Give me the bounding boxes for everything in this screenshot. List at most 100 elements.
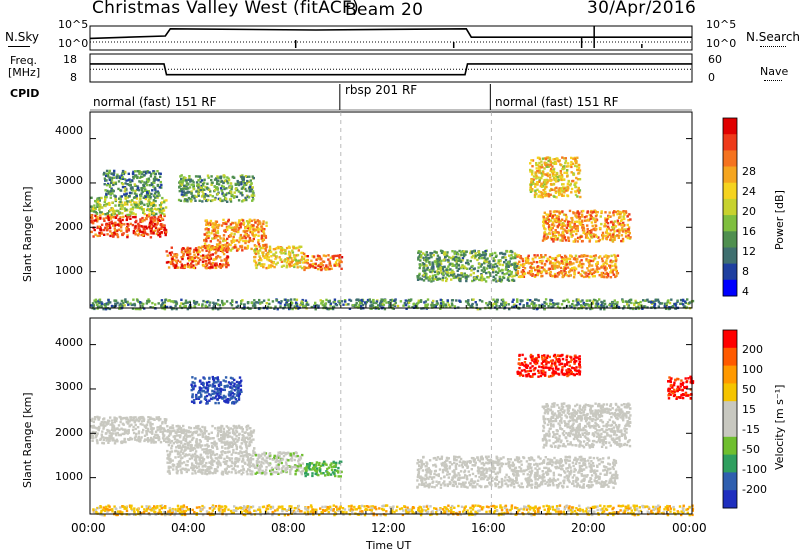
- range-cell: [129, 302, 132, 305]
- range-cell: [108, 221, 111, 224]
- range-cell: [240, 236, 244, 239]
- range-cell: [431, 252, 434, 255]
- range-cell: [626, 215, 629, 218]
- range-cell: [291, 259, 294, 262]
- range-cell: [112, 233, 115, 237]
- range-cell: [185, 191, 189, 194]
- range-cell: [192, 187, 195, 191]
- range-cell: [548, 214, 552, 217]
- range-cell: [545, 185, 548, 189]
- range-cell: [227, 243, 230, 246]
- range-cell: [274, 305, 277, 308]
- range-cell: [131, 208, 134, 211]
- range-cell: [255, 248, 258, 251]
- range-cell: [257, 252, 260, 255]
- range-cell: [93, 416, 97, 419]
- range-cell: [415, 303, 419, 306]
- range-cell: [163, 439, 166, 442]
- range-cell: [592, 298, 596, 302]
- range-cell: [529, 299, 532, 302]
- range-cell: [204, 260, 208, 263]
- range-cell: [186, 246, 189, 250]
- range-cell: [110, 180, 113, 183]
- range-cell: [149, 216, 152, 220]
- range-cell: [243, 247, 247, 250]
- range-cell: [104, 204, 107, 208]
- range-cell: [340, 300, 344, 303]
- range-cell: [523, 267, 527, 270]
- range-cell: [287, 305, 290, 308]
- range-cell: [172, 264, 176, 267]
- range-cell: [193, 197, 196, 200]
- range-cell: [507, 276, 510, 279]
- range-cell: [609, 271, 612, 274]
- range-cell: [190, 265, 193, 269]
- range-cell: [240, 302, 243, 305]
- range-cell: [115, 209, 118, 212]
- range-cell: [99, 204, 102, 207]
- range-cell: [189, 252, 192, 255]
- range-cell: [505, 265, 508, 269]
- range-cell: [612, 303, 616, 307]
- range-cell: [163, 434, 166, 437]
- range-cell: [496, 300, 499, 304]
- range-cell: [226, 464, 230, 468]
- range-cell: [112, 181, 115, 184]
- range-cell: [232, 307, 235, 310]
- range-cell: [272, 248, 276, 251]
- range-cell: [110, 215, 113, 218]
- range-cell: [536, 188, 539, 191]
- range-cell: [209, 257, 213, 260]
- range-cell: [554, 257, 558, 260]
- range-cell: [529, 188, 532, 192]
- range-cell: [315, 304, 318, 307]
- range-cell: [132, 215, 135, 219]
- range-cell: [113, 416, 116, 419]
- range-cell: [217, 247, 220, 250]
- range-cell: [542, 217, 546, 221]
- range-cell: [127, 179, 130, 182]
- range-cell: [127, 431, 130, 434]
- range-cell: [492, 298, 495, 301]
- range-cell: [498, 269, 501, 273]
- range-cell: [100, 306, 103, 309]
- range-cell: [686, 298, 689, 301]
- range-cell: [512, 298, 515, 301]
- range-cell: [240, 175, 243, 179]
- range-cell: [488, 254, 492, 258]
- range-cell: [137, 437, 140, 440]
- range-cell: [177, 198, 181, 202]
- range-cell: [577, 172, 580, 175]
- range-cell: [550, 226, 553, 229]
- range-cell: [501, 263, 505, 267]
- range-cell: [183, 198, 187, 201]
- range-cell: [215, 243, 219, 246]
- range-cell: [586, 227, 589, 231]
- range-cell: [158, 428, 161, 431]
- range-cell: [479, 307, 482, 311]
- range-cell: [135, 219, 138, 223]
- range-cell: [609, 276, 613, 279]
- range-cell: [109, 301, 112, 304]
- range-cell: [626, 236, 629, 240]
- range-cell: [598, 298, 601, 301]
- range-cell: [504, 301, 508, 304]
- range-cell: [170, 450, 174, 453]
- range-cell: [556, 159, 559, 162]
- range-cell: [568, 222, 571, 225]
- range-cell: [104, 189, 107, 192]
- range-cell: [237, 240, 241, 244]
- range-cell: [107, 171, 111, 175]
- range-cell: [119, 229, 123, 233]
- range-cell: [531, 273, 534, 276]
- range-cell: [570, 230, 573, 234]
- range-cell: [280, 246, 284, 250]
- range-cell: [230, 304, 234, 307]
- range-cell: [275, 263, 278, 266]
- range-cell: [265, 253, 268, 257]
- range-cell: [612, 260, 615, 263]
- range-cell: [234, 243, 237, 247]
- range-cell: [222, 174, 225, 177]
- range-cell: [231, 228, 234, 231]
- range-cell: [120, 427, 123, 430]
